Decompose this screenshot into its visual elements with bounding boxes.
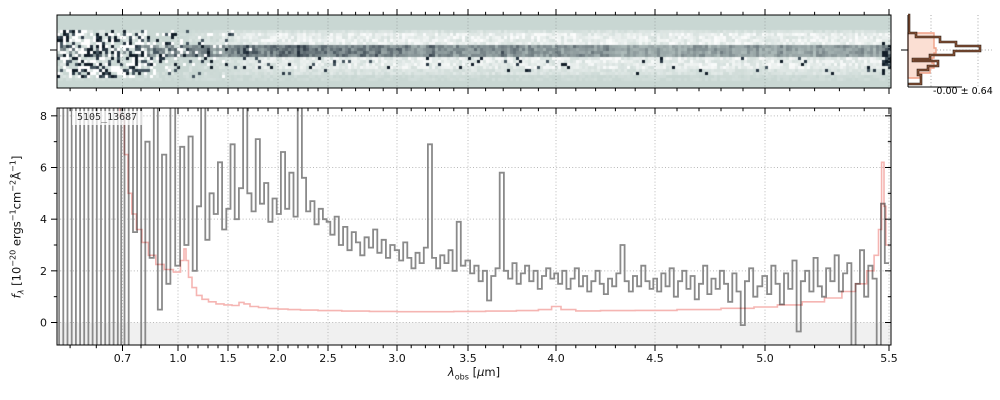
label-fragment: ergs — [9, 221, 24, 250]
spines-2d — [56, 14, 892, 89]
x-tick-label: 2.0 — [269, 352, 287, 365]
label-fragment: f — [9, 294, 24, 299]
tick-labels: 0.7 1.0 1.5 2.0 2.5 3.0 3.5 4.0 4.5 5.0 5.5 0 2 4 6 8 — [40, 110, 898, 365]
x-tick-label: 5.5 — [880, 352, 898, 365]
object-id-label: 5105_13687 — [72, 111, 143, 125]
label-fragment: −1 — [8, 209, 18, 222]
label-fragment: μ — [477, 365, 485, 379]
label-fragment: −20 — [8, 249, 18, 267]
label-fragment: λ — [16, 289, 26, 295]
ticks-2d — [50, 9, 890, 94]
x-tick-label: 2.5 — [319, 352, 337, 365]
spectrum-2d-heatmap — [57, 15, 891, 88]
panel-1d-spectrum — [56, 107, 892, 346]
x-tick-label: 4.5 — [646, 352, 664, 365]
label-fragment: [ — [468, 365, 478, 379]
panel-2d-overlay — [56, 14, 892, 89]
label-fragment: ] — [495, 365, 501, 379]
label-fragment: cm — [9, 191, 24, 210]
gridlines-1d — [57, 108, 891, 345]
x-axis-label: λobs [μm] — [57, 365, 891, 381]
label-fragment: [10 — [9, 266, 24, 290]
label-fragment: −1 — [8, 160, 18, 173]
x-tick-label: 5.0 — [756, 352, 774, 365]
gridlines-2d — [122, 15, 890, 88]
uncertainty-line — [119, 108, 889, 313]
x-tick-label: 1.5 — [219, 352, 237, 365]
label-fragment: ] — [9, 155, 24, 161]
series-group — [58, 108, 889, 345]
y-tick-label: 8 — [40, 110, 47, 123]
x-tick-label: 0.7 — [114, 352, 132, 365]
x-tick-label: 3.5 — [459, 352, 477, 365]
below-zero-band — [57, 322, 891, 345]
x-tick-label: 4.0 — [547, 352, 565, 365]
panel-histogram — [901, 13, 992, 88]
y-tick-label: 4 — [40, 213, 47, 226]
x-tick-label: 1.0 — [169, 352, 187, 365]
hist-dark-core — [908, 14, 981, 85]
y-tick-label: 6 — [40, 162, 47, 175]
y-tick-label: 0 — [40, 317, 47, 330]
y-tick-label: 2 — [40, 265, 47, 278]
label-fragment: λ — [447, 365, 455, 379]
ticks-1d — [51, 108, 891, 351]
label-fragment: m — [484, 365, 496, 379]
y-axis-label: fλ [10−20 ergs−1cm−2Å−1] — [8, 156, 25, 299]
x-tick-label: 3.0 — [388, 352, 406, 365]
histogram-stats-annotation: -0.00 ± 0.64 — [933, 86, 993, 97]
label-fragment: obs — [454, 372, 469, 382]
label-fragment: Å — [9, 172, 24, 180]
flux-line — [58, 108, 889, 345]
label-fragment: −2 — [8, 179, 18, 192]
spines-1d — [56, 107, 892, 346]
